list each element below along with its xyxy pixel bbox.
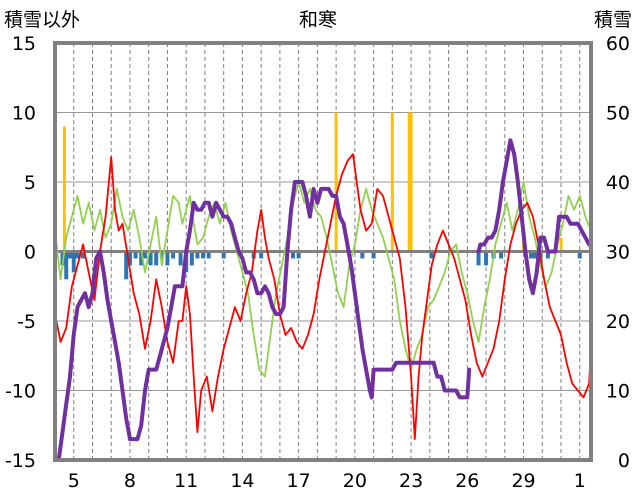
precip-bar-negative [64,251,69,280]
snow_depth-line [53,138,593,462]
precip-bar-negative [360,251,365,259]
precip-bar-negative [189,251,194,266]
series-lines [53,138,593,462]
precip-bar-negative [545,251,550,259]
secondary-line [54,181,592,378]
right-tick-label: 20 [606,311,630,333]
x-tick-label: 29 [511,470,535,492]
precip-bar-negative [291,251,296,259]
precip-bar-negative [195,251,200,259]
right-tick-label: 40 [606,172,630,194]
right-tick-label: 10 [606,381,630,403]
precip-bar-negative [429,251,434,259]
plot-frame [53,41,593,462]
precip-bar-negative [484,251,489,266]
x-tick-label: 8 [124,470,136,492]
precip-bar-negative [75,251,80,259]
x-tick-label: 14 [230,470,254,492]
precip-bar-negative [81,251,86,259]
left-tick-labels: 15 10 5 0 -5 -10 -15 [5,33,36,472]
precip-bar-negative [221,251,226,259]
precip-bar-negative [127,251,132,266]
x-tick-labels: 5 8 11 14 17 20 23 26 29 1 [68,470,586,492]
precip-bar-negative [165,251,170,266]
precip-bar-negative [178,251,183,266]
x-tick-label: 26 [455,470,479,492]
precip-bar-negative [259,251,264,259]
x-tick-label: 20 [343,470,367,492]
left-tick-label: 0 [24,242,36,264]
precip-bar-negative [124,251,129,280]
precip-bar-negative [296,251,301,259]
precip-bar-negative [67,251,72,259]
precip-bar-negative [206,251,211,259]
right-tick-labels: 60 50 40 30 20 10 0 [606,33,630,472]
x-tick-label: 5 [68,470,80,492]
right-tick-label: 0 [618,450,630,472]
left-tick-label: -15 [5,450,36,472]
x-tick-label: 17 [287,470,311,492]
precip-bar [409,112,413,252]
precip-bar [407,112,411,252]
x-tick-label: 23 [399,470,423,492]
frame-border [53,41,593,462]
precip-bar-negative [159,251,164,259]
left-tick-label: 5 [24,172,36,194]
precip-bar-negative [133,251,138,259]
precip-bar [334,112,338,252]
precip-bar-negative [154,251,159,266]
precip-bar-negative [201,251,206,259]
left-tick-label: 15 [12,33,36,55]
left-tick-label: -5 [17,311,36,333]
right-axis-label: 積雪 [594,9,632,31]
precip-bar-negative [532,251,537,259]
precip-bar [62,126,66,252]
precip-bar-negative [371,251,376,259]
precip-bar-negative [577,251,582,259]
precip-bar-negative [139,251,144,266]
precip-bar [390,112,394,252]
precip-bar-negative [142,251,147,259]
right-tick-label: 50 [606,103,630,125]
left-axis-label: 積雪以外 [4,9,80,31]
precip-bar-negative [71,251,76,273]
right-tick-label: 60 [606,33,630,55]
chart-title: 和寒 [299,9,337,31]
precipitation-bars [60,112,593,280]
x-tick-label: 11 [174,470,198,492]
precip-bar-negative [171,251,176,259]
precip-bar-negative [148,251,153,266]
precip-bar-negative [476,251,481,266]
precip-bar-negative [529,251,534,259]
left-tick-label: 10 [12,103,36,125]
precip-bar-negative [499,251,504,259]
precip-bar [559,237,563,252]
x-tick-label: 1 [574,470,586,492]
right-tick-label: 30 [606,242,630,264]
temperature-line [54,153,592,440]
left-tick-label: -10 [5,381,36,403]
